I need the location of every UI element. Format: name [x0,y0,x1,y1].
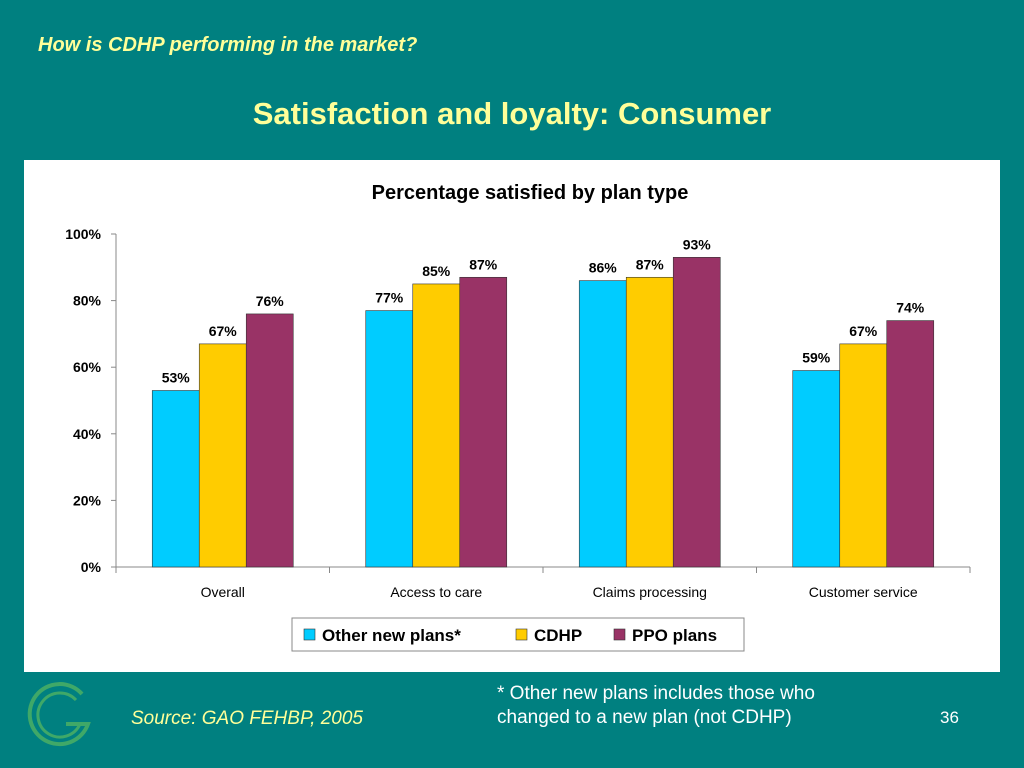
legend-swatch [303,628,316,641]
bar [578,280,627,568]
bar [365,310,414,568]
data-label: 67% [209,323,238,339]
bar [245,313,294,568]
bar [672,257,721,568]
legend-swatch [613,628,626,641]
legend-label: PPO plans [632,626,717,645]
page-number: 36 [940,708,959,727]
x-tick-label: Claims processing [593,584,707,600]
data-label: 76% [256,293,285,309]
data-label: 93% [683,236,712,252]
data-label: 86% [589,260,618,276]
footnote: * Other new plans includes those who cha… [497,682,815,730]
g-logo-icon [27,682,91,747]
footnote-line-2: changed to a new plan (not CDHP) [497,707,792,728]
data-label: 74% [896,300,925,316]
y-tick-label: 100% [65,226,101,242]
data-label: 77% [375,290,404,306]
slide-title: Satisfaction and loyalty: Consumer [252,96,772,131]
bar [412,283,461,568]
data-label: 87% [636,256,665,272]
data-label: 53% [162,370,191,386]
x-tick-label: Access to care [390,584,482,600]
slide-header: How is CDHP performing in the market? [38,34,418,56]
y-tick-label: 40% [73,426,102,442]
data-label: 67% [849,323,878,339]
y-tick-label: 80% [73,293,102,309]
legend-swatch [515,628,528,641]
bar [198,343,247,568]
bar [459,276,508,568]
bar [839,343,888,568]
bar [886,320,935,568]
bar [151,390,200,568]
y-tick-label: 0% [81,559,102,575]
x-tick-label: Customer service [809,584,918,600]
legend-box [291,617,745,652]
bar [792,370,841,568]
source-note: Source: GAO FEHBP, 2005 [131,708,363,729]
footnote-line-1: * Other new plans includes those who [497,683,815,704]
data-label: 59% [802,350,831,366]
x-tick-label: Overall [201,584,245,600]
data-label: 85% [422,263,451,279]
bar [625,276,674,568]
y-tick-label: 60% [73,359,102,375]
legend-label: Other new plans* [322,626,461,645]
data-label: 87% [469,256,498,272]
legend-label: CDHP [534,626,582,645]
chart-title: Percentage satisfied by plan type [372,182,689,204]
y-tick-label: 20% [73,492,102,508]
